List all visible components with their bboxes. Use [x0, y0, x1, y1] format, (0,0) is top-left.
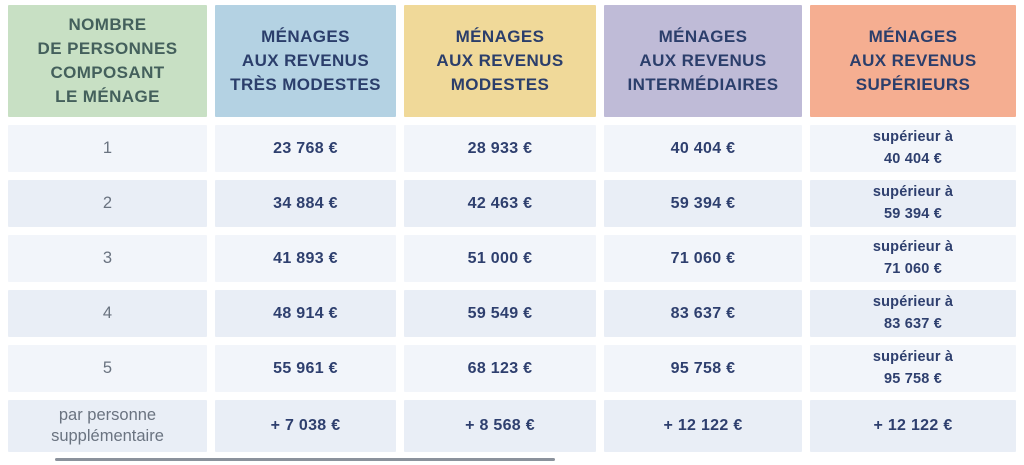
- cell-superieurs: supérieur à 59 394 €: [810, 180, 1016, 227]
- cell-modestes: 28 933 €: [404, 125, 596, 172]
- cell-tres-modestes: 48 914 €: [215, 290, 396, 337]
- cell-intermediaires: 83 637 €: [604, 290, 802, 337]
- column-header-tres-modestes: MÉNAGES AUX REVENUS TRÈS MODESTES: [215, 5, 396, 117]
- cell-superieurs: + 12 122 €: [810, 400, 1016, 452]
- cell-tres-modestes: + 7 038 €: [215, 400, 396, 452]
- cell-superieurs: supérieur à 71 060 €: [810, 235, 1016, 282]
- cell-intermediaires: 40 404 €: [604, 125, 802, 172]
- cell-modestes: 51 000 €: [404, 235, 596, 282]
- row-label: 1: [8, 125, 207, 172]
- cell-superieurs: supérieur à 83 637 €: [810, 290, 1016, 337]
- cell-tres-modestes: 55 961 €: [215, 345, 396, 392]
- column-header-intermediaires: MÉNAGES AUX REVENUS INTERMÉDIAIRES: [604, 5, 802, 117]
- column-header-household-size: NOMBRE DE PERSONNES COMPOSANT LE MÉNAGE: [8, 5, 207, 117]
- row-label: 4: [8, 290, 207, 337]
- row-label: 2: [8, 180, 207, 227]
- cell-tres-modestes: 41 893 €: [215, 235, 396, 282]
- column-header-superieurs: MÉNAGES AUX REVENUS SUPÉRIEURS: [810, 5, 1016, 117]
- cell-superieurs: supérieur à 40 404 €: [810, 125, 1016, 172]
- cell-intermediaires: 59 394 €: [604, 180, 802, 227]
- cell-modestes: 42 463 €: [404, 180, 596, 227]
- cell-intermediaires: 95 758 €: [604, 345, 802, 392]
- column-header-modestes: MÉNAGES AUX REVENUS MODESTES: [404, 5, 596, 117]
- row-label: 3: [8, 235, 207, 282]
- row-label: 5: [8, 345, 207, 392]
- cell-tres-modestes: 23 768 €: [215, 125, 396, 172]
- cropped-content-line: [55, 458, 555, 461]
- row-label-additional-person: par personne supplémentaire: [8, 400, 207, 452]
- cell-tres-modestes: 34 884 €: [215, 180, 396, 227]
- cell-modestes: + 8 568 €: [404, 400, 596, 452]
- cell-modestes: 68 123 €: [404, 345, 596, 392]
- cell-modestes: 59 549 €: [404, 290, 596, 337]
- income-thresholds-table: NOMBRE DE PERSONNES COMPOSANT LE MÉNAGE …: [8, 5, 1016, 452]
- cell-intermediaires: + 12 122 €: [604, 400, 802, 452]
- cell-intermediaires: 71 060 €: [604, 235, 802, 282]
- cell-superieurs: supérieur à 95 758 €: [810, 345, 1016, 392]
